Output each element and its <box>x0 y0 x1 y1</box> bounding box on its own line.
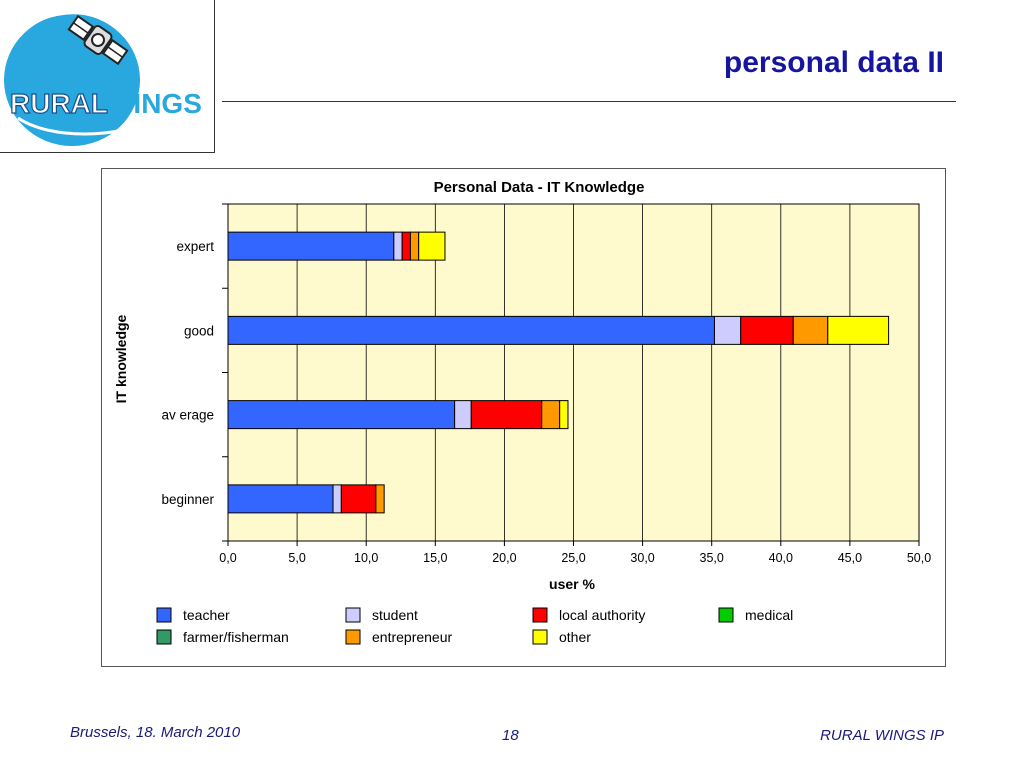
x-tick-label: 30,0 <box>630 551 654 565</box>
legend-label: medical <box>745 607 793 623</box>
bar-segment <box>375 484 385 514</box>
bar-segment <box>740 315 794 345</box>
logo-text-wings: WINGS <box>107 88 202 119</box>
bar-segment <box>559 400 569 430</box>
legend-label: student <box>372 607 418 623</box>
slide-title: personal data II <box>723 46 944 79</box>
bar-segment <box>470 400 543 430</box>
x-tick-label: 20,0 <box>492 551 516 565</box>
x-tick-label: 5,0 <box>288 551 305 565</box>
legend-swatch <box>345 607 361 623</box>
y-category-label: beginner <box>161 492 214 507</box>
footer-location-date: Brussels, 18. March 2010 <box>70 724 241 741</box>
legend-swatch <box>156 629 172 645</box>
footer-page-number: 18 <box>502 727 519 744</box>
y-axis-label: IT knowledge <box>113 314 129 403</box>
y-category-label: av erage <box>161 408 214 423</box>
legend-swatch <box>156 607 172 623</box>
legend-swatch <box>532 607 548 623</box>
bar-segment <box>401 231 411 261</box>
legend-swatch <box>718 607 734 623</box>
x-tick-label: 0,0 <box>219 551 236 565</box>
legend-label: teacher <box>183 607 230 623</box>
x-tick-label: 45,0 <box>838 551 862 565</box>
legend-swatch <box>532 629 548 645</box>
legend-swatch <box>345 629 361 645</box>
logo: RURAL WINGS <box>0 0 215 153</box>
legend-label: entrepreneur <box>372 629 453 645</box>
bar-segment <box>541 400 561 430</box>
bar-segment <box>792 315 829 345</box>
y-category-label: expert <box>176 239 214 254</box>
logo-text-rural: RURAL <box>10 88 108 119</box>
satellite-icon <box>67 14 129 66</box>
legend-label: farmer/fisherman <box>183 629 289 645</box>
bar-segment <box>227 315 715 345</box>
bar-segment <box>332 484 342 514</box>
bar-segment <box>418 231 446 261</box>
bar-segment <box>713 315 742 345</box>
y-category-label: good <box>184 323 214 338</box>
bar-segment <box>827 315 890 345</box>
bar-segment <box>227 484 334 514</box>
x-tick-label: 25,0 <box>561 551 585 565</box>
x-tick-label: 40,0 <box>769 551 793 565</box>
chart-container: Personal Data - IT Knowledge 0,0 5,0 10,0 1… <box>101 168 946 667</box>
globe-shape <box>4 14 140 146</box>
x-tick-label: 10,0 <box>354 551 378 565</box>
bar-segment <box>393 231 403 261</box>
bar-segment <box>340 484 377 514</box>
logo-graphic: RURAL WINGS <box>4 12 202 146</box>
x-tick-label: 15,0 <box>423 551 447 565</box>
title-divider <box>222 101 956 102</box>
x-tick-label: 35,0 <box>700 551 724 565</box>
bar-segment <box>454 400 472 430</box>
x-tick-label: 50,0 <box>907 551 931 565</box>
footer-project-name: RURAL WINGS IP <box>820 727 944 744</box>
chart-legend: teacher student local authority medical farm… <box>156 607 793 645</box>
bar-segment <box>409 231 420 261</box>
chart-title: Personal Data - IT Knowledge <box>434 179 645 196</box>
x-axis-label: user % <box>549 576 595 592</box>
legend-label: local authority <box>559 607 645 623</box>
bar-segment <box>227 231 395 261</box>
stacked-bar-chart: Personal Data - IT Knowledge 0,0 5,0 10,0 1… <box>113 179 931 645</box>
bar-segment <box>227 400 456 430</box>
legend-label: other <box>559 629 591 645</box>
